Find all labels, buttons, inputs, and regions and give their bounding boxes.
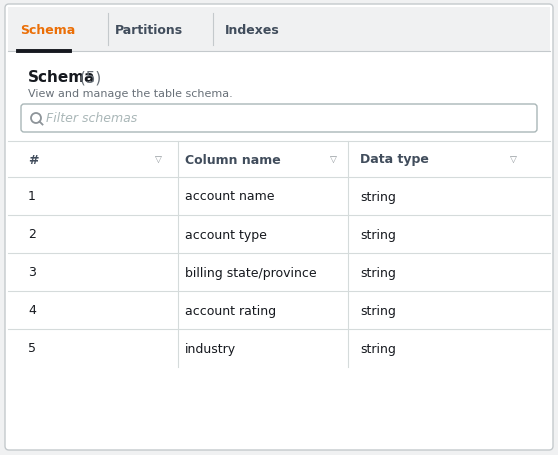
Text: View and manage the table schema.: View and manage the table schema. xyxy=(28,89,233,99)
Text: industry: industry xyxy=(185,342,236,355)
FancyBboxPatch shape xyxy=(21,105,537,133)
Text: Filter schemas: Filter schemas xyxy=(46,112,137,125)
Text: string: string xyxy=(360,228,396,241)
Text: 5: 5 xyxy=(28,342,36,355)
Text: Column name: Column name xyxy=(185,153,281,166)
Text: account rating: account rating xyxy=(185,304,276,317)
Text: ▽: ▽ xyxy=(330,155,337,164)
Text: 4: 4 xyxy=(28,304,36,317)
Text: #: # xyxy=(28,153,39,166)
Text: Indexes: Indexes xyxy=(225,24,280,36)
Text: account name: account name xyxy=(185,190,275,203)
Text: 2: 2 xyxy=(28,228,36,241)
Text: Data type: Data type xyxy=(360,153,429,166)
Text: Schema: Schema xyxy=(28,71,95,86)
Text: string: string xyxy=(360,342,396,355)
Text: ▽: ▽ xyxy=(155,155,162,164)
Text: 3: 3 xyxy=(28,266,36,279)
Text: string: string xyxy=(360,304,396,317)
Text: account type: account type xyxy=(185,228,267,241)
Text: ▽: ▽ xyxy=(510,155,517,164)
Text: string: string xyxy=(360,190,396,203)
Text: 1: 1 xyxy=(28,190,36,203)
Text: (5): (5) xyxy=(75,71,101,86)
Bar xyxy=(8,8,550,52)
Text: Partitions: Partitions xyxy=(115,24,183,36)
FancyBboxPatch shape xyxy=(5,5,553,450)
Text: string: string xyxy=(360,266,396,279)
Text: billing state/province: billing state/province xyxy=(185,266,316,279)
Text: Schema: Schema xyxy=(20,24,75,36)
